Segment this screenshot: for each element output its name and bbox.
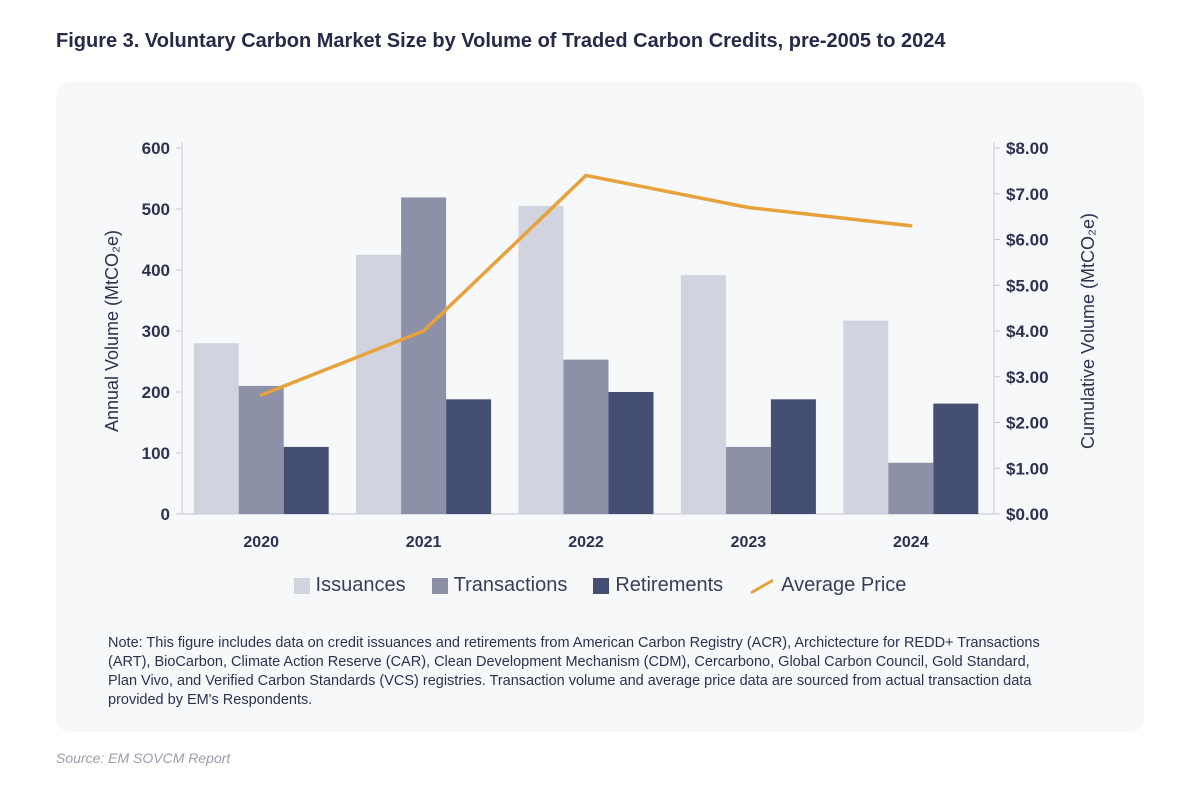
issuances-bar (356, 254, 402, 514)
issuances-bar (680, 274, 726, 514)
x-tick-label: 2020 (243, 534, 279, 551)
retirements-bar (446, 399, 492, 514)
y2-tick-label: $8.00 (1006, 139, 1049, 158)
y-tick-label: 500 (142, 200, 170, 219)
legend-label-issuances: Issuances (315, 574, 406, 596)
figure-title: Figure 3. Voluntary Carbon Market Size b… (56, 30, 946, 52)
x-tick-label: 2022 (568, 534, 604, 551)
transactions-bar (238, 385, 284, 514)
y2-tick-label: $4.00 (1006, 322, 1049, 341)
y-tick-label: 0 (161, 505, 170, 524)
y2-tick-label: $0.00 (1006, 505, 1049, 524)
x-tick-label: 2023 (731, 534, 767, 551)
y2-tick-label: $7.00 (1006, 185, 1049, 204)
y2-tick-label: $1.00 (1006, 459, 1049, 478)
retirements-bar (770, 399, 816, 514)
legend-label-retirements: Retirements (615, 574, 724, 596)
issuances-bar (193, 343, 239, 514)
legend-swatch-average-price (749, 579, 775, 593)
legend-item-average-price: Average Price (749, 574, 906, 597)
figure-note: Note: This figure includes data on credi… (108, 635, 1040, 708)
legend-label-average-price: Average Price (781, 574, 907, 596)
issuances-bar (518, 205, 564, 514)
y2-tick-label: $2.00 (1006, 414, 1049, 433)
issuances-bar (843, 320, 889, 514)
figure-source: Source: EM SOVCM Report (56, 750, 231, 766)
y2-tick-label: $5.00 (1006, 276, 1049, 295)
retirements-bar (933, 403, 979, 514)
transactions-bar (563, 359, 609, 514)
legend-swatch-transactions (431, 577, 448, 594)
y2-tick-label: $6.00 (1006, 231, 1049, 250)
legend-swatch-issuances (293, 577, 310, 594)
y2-tick-label: $3.00 (1006, 368, 1049, 387)
legend-label-transactions: Transactions (453, 574, 568, 596)
transactions-bar (401, 197, 447, 514)
legend-swatch-retirements (593, 577, 610, 594)
retirements-bar (283, 446, 329, 514)
y-tick-label: 100 (142, 444, 170, 463)
y-tick-label: 600 (142, 139, 170, 158)
y2-axis-title: Cumulative Volume (MtCO₂e) (1078, 213, 1098, 449)
y-axis-title: Annual Volume (MtCO₂e) (102, 230, 122, 432)
y-tick-label: 200 (142, 383, 170, 402)
legend-item-transactions: Transactions (431, 574, 568, 597)
x-tick-label: 2024 (893, 534, 929, 551)
legend-item-retirements: Retirements (593, 574, 723, 597)
chart-legend: Issuances Transactions Retirements Avera… (0, 574, 1200, 597)
legend-item-issuances: Issuances (293, 574, 406, 597)
retirements-bar (608, 392, 654, 514)
transactions-bar (888, 462, 934, 514)
y-tick-label: 300 (142, 322, 170, 341)
x-tick-label: 2021 (406, 534, 442, 551)
transactions-bar (725, 446, 771, 514)
y-tick-label: 400 (142, 261, 170, 280)
